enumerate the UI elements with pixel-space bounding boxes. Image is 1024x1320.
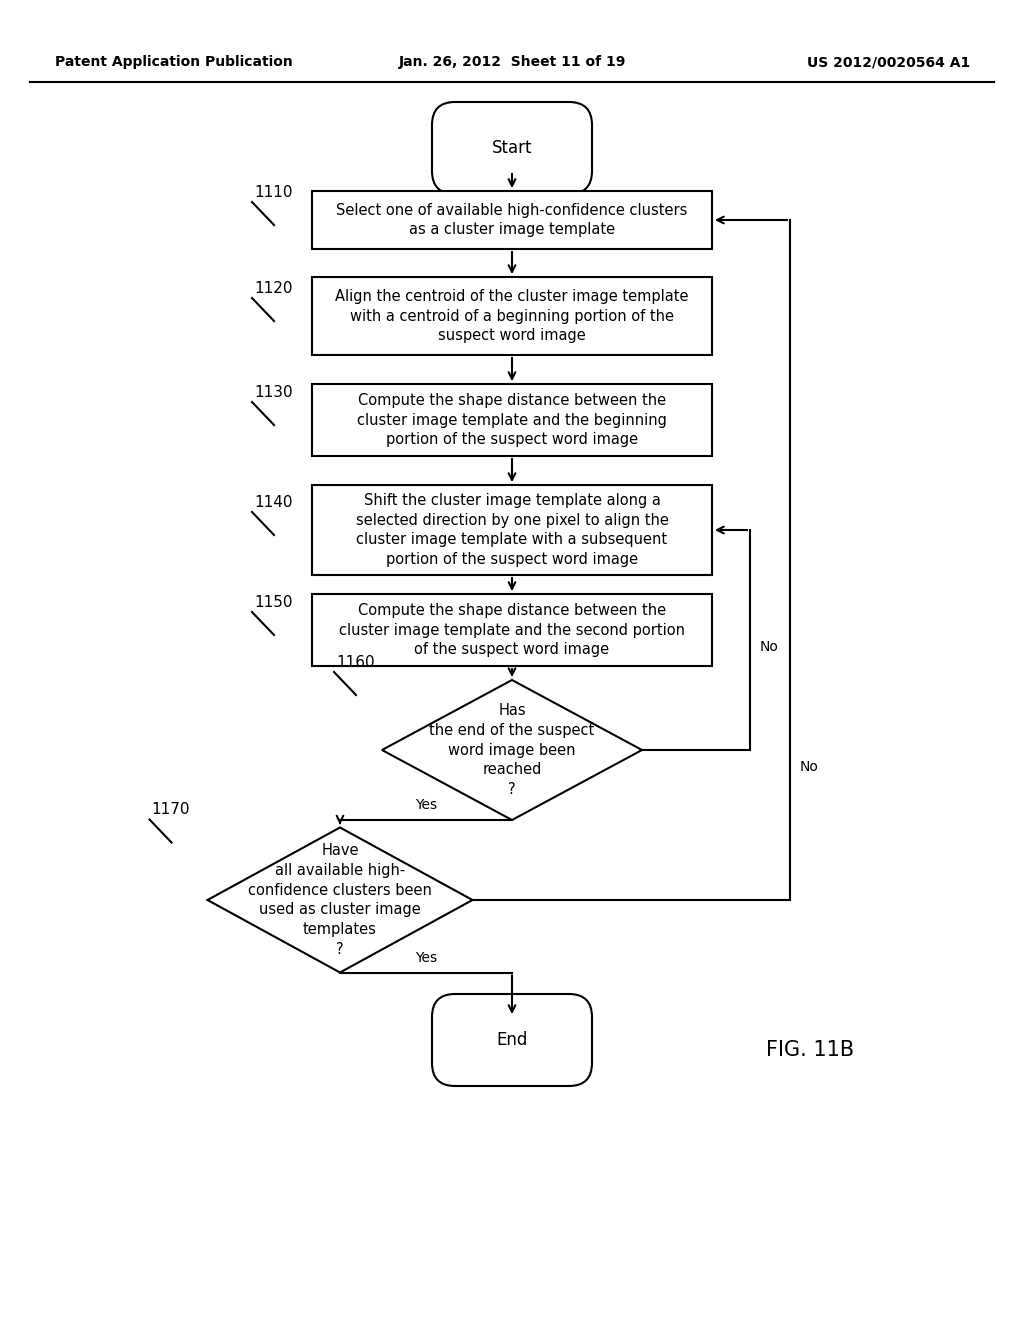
Text: 1150: 1150 [254, 595, 293, 610]
Polygon shape [208, 828, 472, 973]
Polygon shape [382, 680, 642, 820]
Text: US 2012/0020564 A1: US 2012/0020564 A1 [807, 55, 970, 69]
Bar [312, 594, 712, 667]
Text: No: No [800, 760, 819, 774]
Text: Have
all available high-
confidence clusters been
used as cluster image
template: Have all available high- confidence clus… [248, 843, 432, 957]
Text: Shift the cluster image template along a
selected direction by one pixel to alig: Shift the cluster image template along a… [355, 492, 669, 568]
Text: 1140: 1140 [254, 495, 293, 510]
Bar [312, 484, 712, 576]
Text: 1160: 1160 [336, 655, 375, 671]
Text: 1110: 1110 [254, 185, 293, 201]
Text: 1120: 1120 [254, 281, 293, 296]
Text: Yes: Yes [415, 799, 437, 812]
FancyBboxPatch shape [432, 994, 592, 1086]
Bar [312, 191, 712, 249]
Text: Has
the end of the suspect
word image been
reached
?: Has the end of the suspect word image be… [429, 702, 595, 797]
Text: Start: Start [492, 139, 532, 157]
Text: End: End [497, 1031, 527, 1049]
Text: 1130: 1130 [254, 385, 293, 400]
Text: No: No [760, 640, 779, 653]
Bar [312, 277, 712, 355]
FancyBboxPatch shape [432, 102, 592, 194]
Text: Yes: Yes [415, 950, 437, 965]
Text: Align the centroid of the cluster image template
with a centroid of a beginning : Align the centroid of the cluster image … [335, 289, 689, 343]
Text: Jan. 26, 2012  Sheet 11 of 19: Jan. 26, 2012 Sheet 11 of 19 [398, 55, 626, 69]
Text: FIG. 11B: FIG. 11B [766, 1040, 854, 1060]
Text: Select one of available high-confidence clusters
as a cluster image template: Select one of available high-confidence … [336, 202, 688, 238]
Text: Compute the shape distance between the
cluster image template and the beginning
: Compute the shape distance between the c… [357, 393, 667, 447]
Text: Compute the shape distance between the
cluster image template and the second por: Compute the shape distance between the c… [339, 603, 685, 657]
Text: 1170: 1170 [152, 803, 190, 817]
Text: Patent Application Publication: Patent Application Publication [55, 55, 293, 69]
Bar [312, 384, 712, 455]
